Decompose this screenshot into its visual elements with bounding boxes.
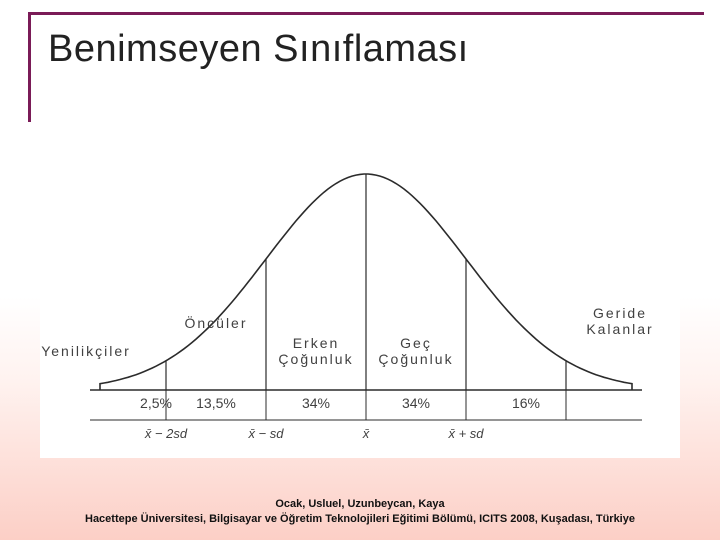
cat-label-late-majority-1: Çoğunluk bbox=[378, 351, 453, 367]
page-title: Benimseyen Sınıflaması bbox=[48, 28, 469, 71]
cat-pct-late-majority: 34% bbox=[402, 395, 430, 411]
slide: Benimseyen Sınıflaması x̄ − 2sdx̄ − sdx̄… bbox=[0, 0, 720, 540]
frame-left bbox=[28, 12, 31, 122]
cat-label-laggards-1: Kalanlar bbox=[586, 321, 653, 337]
cat-label-early-adopters-0: Öncüler bbox=[184, 314, 247, 331]
bell-curve-svg: x̄ − 2sd x̄ − sd x̄ x̄ + sd Yenilikçiler 2,5%… bbox=[40, 158, 680, 458]
axis-label-3: x̄ + sd bbox=[447, 426, 484, 441]
cat-pct-early-majority: 34% bbox=[302, 395, 330, 411]
cat-label-early-majority-0: Erken bbox=[293, 335, 340, 351]
footer-line-2: Hacettepe Üniversitesi, Bilgisayar ve Öğ… bbox=[0, 512, 720, 526]
cat-pct-innovators: 2,5% bbox=[140, 395, 172, 411]
cat-pct-laggards: 16% bbox=[512, 395, 540, 411]
axis-label-0: x̄ − 2sd bbox=[144, 426, 188, 441]
footer-line-1: Ocak, Usluel, Uzunbeycan, Kaya bbox=[0, 497, 720, 511]
cat-pct-early-adopters: 13,5% bbox=[196, 395, 236, 411]
cat-label-late-majority-0: Geç bbox=[400, 335, 432, 351]
axis-label-2: x̄ bbox=[362, 426, 370, 441]
footer: Ocak, Usluel, Uzunbeycan, Kaya Hacettepe… bbox=[0, 497, 720, 526]
adopter-curve-chart: x̄ − 2sd x̄ − sd x̄ x̄ + sd Yenilikçiler 2,5%… bbox=[40, 158, 680, 458]
frame-top bbox=[28, 12, 704, 15]
axis-label-1: x̄ − sd bbox=[247, 426, 284, 441]
cat-label-early-majority-1: Çoğunluk bbox=[278, 351, 353, 367]
cat-label-innovators-0: Yenilikçiler bbox=[41, 343, 131, 359]
cat-label-laggards-0: Geride bbox=[593, 305, 647, 321]
